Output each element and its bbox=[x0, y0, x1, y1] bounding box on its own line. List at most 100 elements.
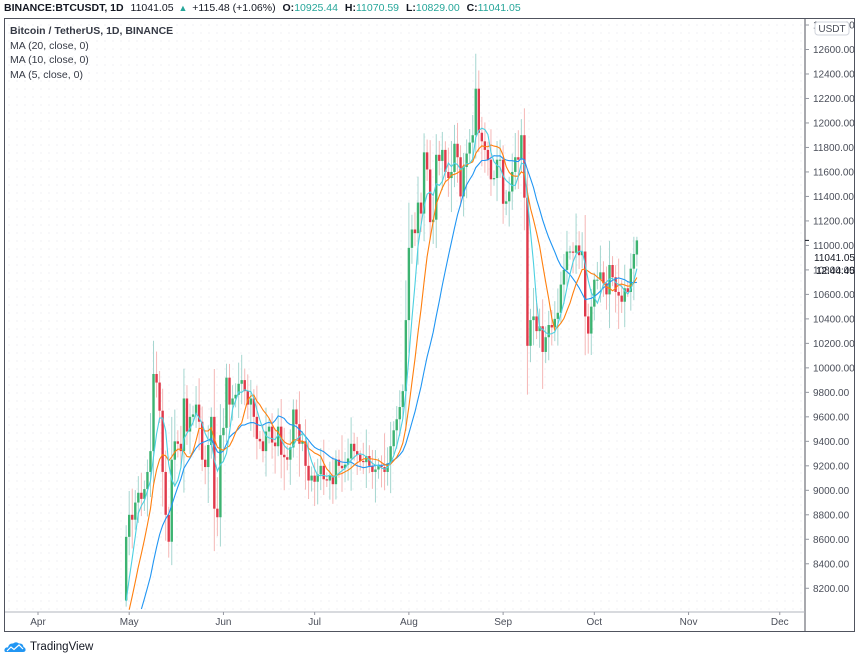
candle bbox=[511, 171, 514, 192]
candle bbox=[346, 458, 350, 465]
candle bbox=[602, 272, 605, 284]
candle bbox=[614, 277, 617, 292]
candle bbox=[267, 426, 271, 432]
currency-badge[interactable]: USDT bbox=[814, 21, 850, 36]
candle bbox=[331, 475, 335, 485]
candle bbox=[447, 171, 450, 179]
candle bbox=[492, 178, 496, 180]
candle bbox=[401, 391, 404, 408]
candle bbox=[428, 169, 432, 223]
candle bbox=[213, 416, 216, 509]
candle bbox=[629, 268, 632, 292]
candle bbox=[556, 312, 560, 319]
candle bbox=[544, 337, 547, 352]
candle bbox=[596, 279, 599, 281]
candle bbox=[550, 325, 553, 328]
legend-ma5[interactable]: MA (5, close, 0) bbox=[10, 68, 83, 81]
candle bbox=[471, 135, 474, 143]
candle bbox=[577, 245, 581, 256]
candle bbox=[498, 159, 502, 161]
currency-label: USDT bbox=[818, 24, 845, 35]
candle bbox=[204, 459, 207, 468]
candle bbox=[587, 316, 590, 334]
price-tick-label: 9200.00 bbox=[813, 461, 850, 472]
brand-label: TradingView bbox=[30, 641, 94, 653]
time-tick-label: Jun bbox=[215, 617, 231, 628]
candle bbox=[422, 152, 426, 214]
price-tick-label: 9400.00 bbox=[813, 437, 850, 448]
candle bbox=[161, 410, 164, 472]
price-tick-label: 9000.00 bbox=[813, 486, 850, 497]
low-label: L: bbox=[405, 2, 416, 14]
candle bbox=[328, 475, 332, 481]
candle bbox=[261, 441, 265, 452]
candle bbox=[237, 383, 240, 395]
candle bbox=[246, 391, 249, 405]
candle bbox=[216, 508, 219, 518]
price-tick-label: 12600.00 bbox=[813, 45, 855, 56]
price-tick-label: 11200.00 bbox=[813, 216, 854, 227]
candle bbox=[292, 409, 295, 448]
candle bbox=[517, 157, 520, 160]
candle bbox=[529, 320, 532, 346]
candle bbox=[362, 460, 365, 463]
candle bbox=[176, 441, 180, 444]
candle bbox=[371, 465, 374, 472]
candle bbox=[635, 240, 639, 255]
legend-ma20[interactable]: MA (20, close, 0) bbox=[10, 39, 89, 52]
candle bbox=[599, 272, 602, 280]
time-tick-label: Nov bbox=[680, 617, 698, 628]
candle bbox=[173, 441, 176, 460]
candle bbox=[167, 514, 170, 542]
candle bbox=[283, 454, 286, 458]
candle bbox=[435, 154, 438, 220]
candle bbox=[593, 279, 596, 307]
symbol-header: BINANCE:BTCUSDT, 1D 11041.05 ▲ +115.48 (… bbox=[4, 2, 521, 16]
candle bbox=[562, 269, 566, 285]
legend-title[interactable]: Bitcoin / TetherUS, 1D, BINANCE bbox=[10, 25, 174, 37]
time-tick-label: May bbox=[120, 617, 139, 628]
price-tick-label: 11400.00 bbox=[813, 192, 854, 203]
candle bbox=[368, 456, 371, 466]
candle bbox=[468, 142, 471, 154]
candle bbox=[270, 426, 274, 443]
candle bbox=[170, 459, 173, 542]
legend-ma10[interactable]: MA (10, close, 0) bbox=[10, 54, 89, 66]
time-tick-label: Sep bbox=[494, 617, 512, 628]
price-tick-label: 12000.00 bbox=[813, 118, 855, 129]
candle bbox=[574, 245, 578, 253]
low-value: 10829.00 bbox=[415, 2, 460, 14]
footer-branding[interactable]: TradingView bbox=[4, 640, 93, 654]
candle bbox=[526, 197, 529, 346]
candle bbox=[398, 407, 401, 420]
chart-legend: Bitcoin / TetherUS, 1D, BINANCE MA (20, … bbox=[10, 24, 173, 82]
candle bbox=[289, 447, 292, 460]
candle bbox=[298, 424, 301, 444]
candle bbox=[140, 492, 143, 499]
price-axis[interactable]: 8200.00 8400.00 8600.00 8800.00 9000.00 9200.… bbox=[805, 21, 855, 595]
candle bbox=[495, 159, 499, 179]
price-tick-label: 8800.00 bbox=[813, 510, 850, 521]
time-axis[interactable]: Apr May Jun Jul Aug Sep Oct Nov Dec bbox=[30, 612, 789, 628]
moving-averages-layer bbox=[125, 127, 638, 610]
candle bbox=[547, 325, 550, 338]
candle bbox=[620, 295, 623, 302]
candle bbox=[188, 416, 192, 432]
candle bbox=[444, 149, 447, 172]
candle bbox=[225, 377, 228, 428]
candle bbox=[565, 251, 569, 270]
candle bbox=[316, 474, 319, 482]
candle bbox=[425, 152, 429, 170]
candle bbox=[258, 438, 262, 442]
symbol-label[interactable]: BINANCE:BTCUSDT, 1D bbox=[4, 2, 124, 14]
countdown-label: 12:44:45 bbox=[816, 266, 855, 277]
candle bbox=[304, 441, 307, 466]
candle bbox=[295, 409, 298, 425]
candle bbox=[343, 464, 347, 469]
close-label: C: bbox=[466, 2, 478, 14]
candle bbox=[377, 465, 380, 470]
candle bbox=[438, 154, 441, 161]
candle bbox=[310, 475, 313, 481]
time-tick-label: Aug bbox=[400, 617, 418, 628]
